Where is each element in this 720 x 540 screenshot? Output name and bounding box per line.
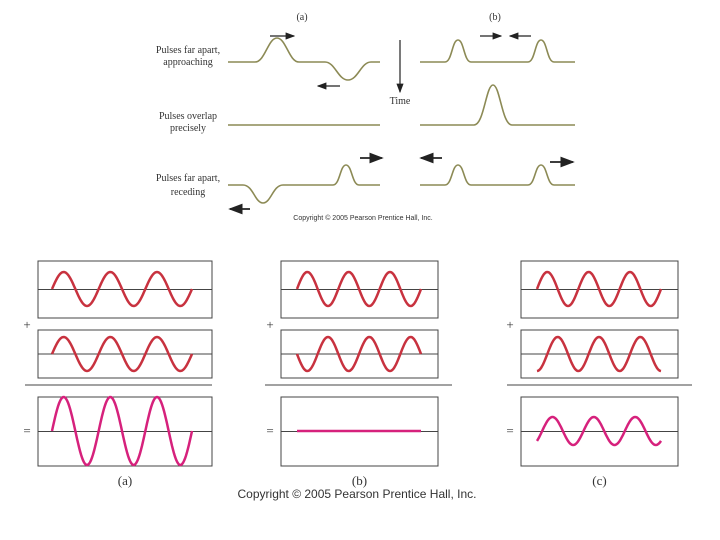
arrows (228, 32, 575, 215)
wave (295, 270, 423, 308)
time-label: Time (390, 96, 411, 107)
sum-wave (535, 415, 663, 447)
row-label: receding (171, 187, 205, 198)
panel-label: (c) (592, 473, 606, 488)
row-label: approaching (163, 57, 212, 68)
equals-sign: = (506, 423, 513, 438)
row-label: Pulses overlap (159, 111, 217, 122)
pulse-line (420, 84, 575, 126)
copyright: Copyright © 2005 Pearson Prentice Hall, … (238, 487, 477, 501)
equals-sign: = (266, 423, 273, 438)
wave (535, 270, 663, 308)
column-label: (b) (489, 12, 501, 23)
pulse-line (420, 39, 575, 63)
copyright: Copyright © 2005 Pearson Prentice Hall, … (293, 214, 432, 222)
plus-sign: + (266, 317, 273, 332)
panel-label: (b) (352, 473, 367, 488)
pulse-line (420, 164, 575, 186)
pulse-line (228, 164, 380, 204)
row-label: Pulses far apart, (156, 173, 220, 184)
wave (536, 335, 662, 373)
wave (50, 270, 194, 308)
wave (50, 335, 194, 373)
equals-sign: = (23, 423, 30, 438)
pulse-line (228, 37, 380, 81)
panel-label: (a) (118, 473, 132, 488)
top-figure (228, 37, 575, 204)
row-label: precisely (170, 123, 206, 134)
row-label: Pulses far apart, (156, 45, 220, 56)
plus-sign: + (23, 317, 30, 332)
sum-wave (50, 395, 194, 467)
column-label: (a) (296, 12, 307, 23)
bottom-figure: + = (a) + = (b) + = (c) (23, 260, 692, 488)
plus-sign: + (506, 317, 513, 332)
wave (295, 335, 423, 373)
